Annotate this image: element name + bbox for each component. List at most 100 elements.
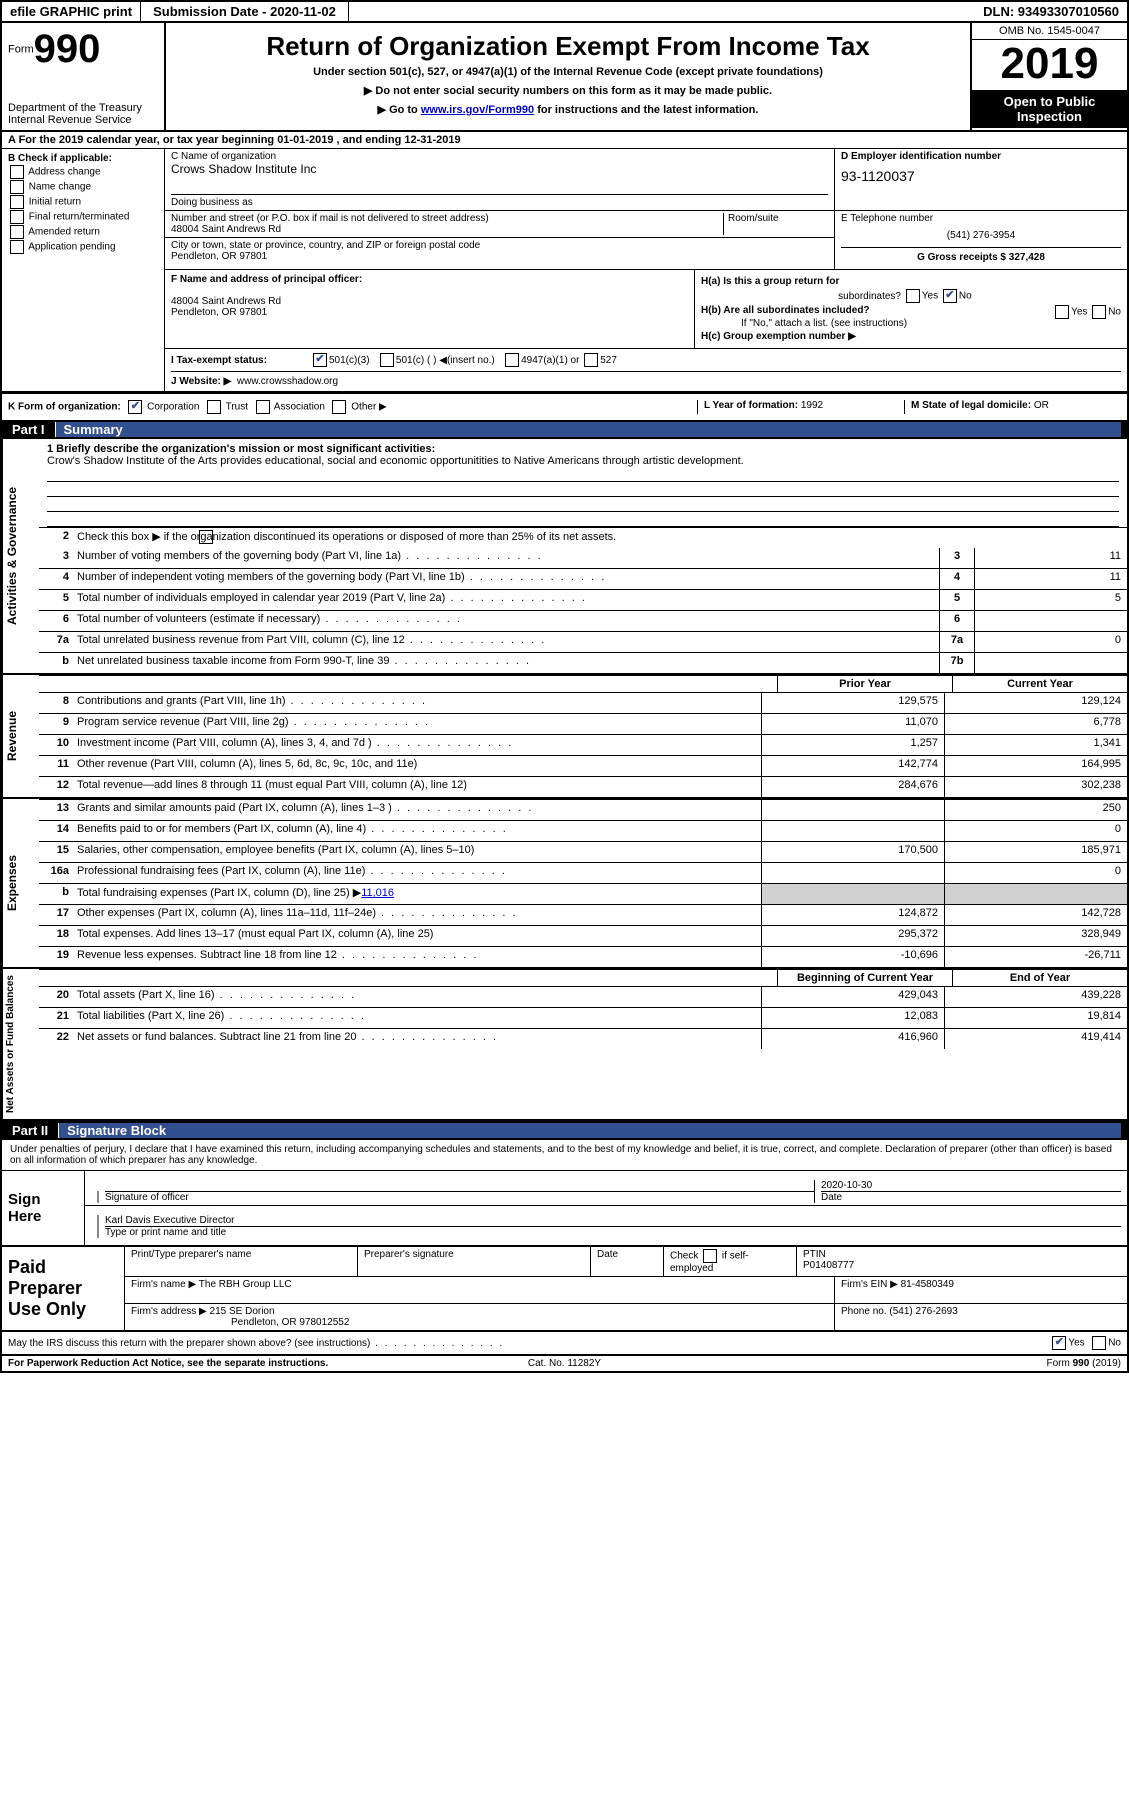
l2-text: Check this box ▶ if the organization dis…	[73, 528, 1127, 548]
line-18: 18 Total expenses. Add lines 13–17 (must…	[39, 925, 1127, 946]
prep-name-header: Print/Type preparer's name	[125, 1247, 358, 1276]
irs-label: Internal Revenue Service	[8, 114, 158, 126]
chk-final[interactable]: Final return/terminated	[8, 210, 158, 224]
l17-text: Other expenses (Part IX, column (A), lin…	[73, 905, 761, 925]
irs-link[interactable]: www.irs.gov/Form990	[421, 104, 534, 116]
l5-box: 5	[939, 590, 974, 610]
header-right: OMB No. 1545-0047 2019 Open to Public In…	[970, 23, 1127, 130]
l17-current: 142,728	[944, 905, 1127, 925]
line-14: 14 Benefits paid to or for members (Part…	[39, 820, 1127, 841]
l16b-a: Total fundraising expenses (Part IX, col…	[77, 887, 361, 899]
hb-no[interactable]	[1092, 305, 1106, 319]
chk-4947[interactable]	[505, 353, 519, 367]
l18-num: 18	[39, 926, 73, 946]
chk-501c[interactable]	[380, 353, 394, 367]
part-ii-header: Part II Signature Block	[2, 1121, 1127, 1140]
opt-amended: Amended return	[28, 227, 100, 238]
chk-corp[interactable]	[128, 400, 142, 414]
l7a-text: Total unrelated business revenue from Pa…	[73, 632, 939, 652]
box-d: D Employer identification number 93-1120…	[834, 149, 1127, 210]
line-1: 1 Briefly describe the organization's mi…	[39, 439, 1127, 467]
l1-text: Crow's Shadow Institute of the Arts prov…	[47, 455, 744, 467]
l19-num: 19	[39, 947, 73, 967]
efile-label: efile GRAPHIC print	[2, 2, 140, 21]
l14-prior	[761, 821, 944, 841]
l7b-val	[974, 653, 1127, 673]
chk-self-emp[interactable]	[703, 1249, 717, 1263]
ha-yes[interactable]	[906, 289, 920, 303]
l5-text: Total number of individuals employed in …	[73, 590, 939, 610]
chk-other[interactable]	[332, 400, 346, 414]
l10-current: 1,341	[944, 735, 1127, 755]
discuss-no[interactable]	[1092, 1336, 1106, 1350]
line-16a: 16a Professional fundraising fees (Part …	[39, 862, 1127, 883]
chk-assoc[interactable]	[256, 400, 270, 414]
line-10: 10 Investment income (Part VIII, column …	[39, 734, 1127, 755]
l6-num: 6	[39, 611, 73, 631]
chk-amended[interactable]: Amended return	[8, 225, 158, 239]
l21-end: 19,814	[944, 1008, 1127, 1028]
l20-num: 20	[39, 987, 73, 1007]
chk-pending[interactable]: Application pending	[8, 240, 158, 254]
chk-trust[interactable]	[207, 400, 221, 414]
l13-current: 250	[944, 800, 1127, 820]
l1-label: 1 Briefly describe the organization's mi…	[47, 443, 435, 455]
dept-treasury: Department of the Treasury	[8, 102, 158, 114]
discuss-yes[interactable]	[1052, 1336, 1066, 1350]
firm-name-label: Firm's name ▶	[131, 1279, 196, 1290]
goto-prefix: ▶ Go to	[378, 104, 421, 116]
l4-box: 4	[939, 569, 974, 589]
l13-prior	[761, 800, 944, 820]
line-12: 12 Total revenue—add lines 8 through 11 …	[39, 776, 1127, 797]
line-16b: b Total fundraising expenses (Part IX, c…	[39, 883, 1127, 904]
l6-val	[974, 611, 1127, 631]
end-header: End of Year	[952, 970, 1127, 986]
officer-sig[interactable]: Signature of officer	[97, 1191, 814, 1203]
line-19: 19 Revenue less expenses. Subtract line …	[39, 946, 1127, 967]
chk-name-change[interactable]: Name change	[8, 180, 158, 194]
chk-501c3[interactable]	[313, 353, 327, 367]
line-7b: b Net unrelated business taxable income …	[39, 652, 1127, 673]
box-c-to-h: C Name of organization Crows Shadow Inst…	[165, 149, 1127, 391]
f-h-block: F Name and address of principal officer:…	[165, 270, 1127, 348]
line-13: 13 Grants and similar amounts paid (Part…	[39, 799, 1127, 820]
box-k-l-m: K Form of organization: Corporation Trus…	[2, 393, 1127, 420]
opt-final: Final return/terminated	[29, 212, 130, 223]
col-headers-2: Beginning of Current Year End of Year	[39, 969, 1127, 986]
l8-num: 8	[39, 693, 73, 713]
ha-no[interactable]	[943, 289, 957, 303]
o-501c: 501(c) ( ) ◀(insert no.)	[396, 355, 495, 366]
l8-current: 129,124	[944, 693, 1127, 713]
l13-num: 13	[39, 800, 73, 820]
hb-yes[interactable]	[1055, 305, 1069, 319]
sign-fields: Signature of officer 2020-10-30 Date Kar…	[85, 1171, 1127, 1245]
j-label: J Website: ▶	[171, 376, 231, 387]
hb-yes-label: Yes	[1071, 307, 1087, 318]
chk-address-change[interactable]: Address change	[8, 165, 158, 179]
prep-fields: Print/Type preparer's name Preparer's si…	[125, 1247, 1127, 1330]
o-other: Other ▶	[351, 402, 386, 413]
col-headers: Prior Year Current Year	[39, 675, 1127, 692]
k-label: K Form of organization:	[8, 402, 121, 413]
header-center: Return of Organization Exempt From Incom…	[166, 23, 970, 130]
sign-here-label: Sign Here	[2, 1171, 85, 1245]
l14-num: 14	[39, 821, 73, 841]
chk-527[interactable]	[584, 353, 598, 367]
part-i-label: Part I	[8, 422, 56, 437]
revenue-body: Prior Year Current Year 8 Contributions …	[39, 675, 1127, 797]
firm-addr-row: Firm's address ▶ 215 SE Dorion Pendleton…	[125, 1304, 1127, 1330]
box-m: M State of legal domicile: OR	[904, 400, 1121, 414]
l3-text: Number of voting members of the governin…	[73, 548, 939, 568]
goto-note: ▶ Go to www.irs.gov/Form990 for instruct…	[174, 103, 962, 116]
tax-year: 2019	[972, 40, 1127, 90]
ptin-value: P01408777	[803, 1260, 854, 1271]
line-4: 4 Number of independent voting members o…	[39, 568, 1127, 589]
part-i-title: Summary	[56, 422, 1121, 437]
box-f: F Name and address of principal officer:…	[165, 270, 695, 348]
chk-initial[interactable]: Initial return	[8, 195, 158, 209]
l7a-num: 7a	[39, 632, 73, 652]
l16b-link[interactable]: 11,016	[361, 887, 394, 899]
box-i: I Tax-exempt status: 501(c)(3) 501(c) ( …	[171, 353, 1121, 371]
l22-text: Net assets or fund balances. Subtract li…	[73, 1029, 761, 1049]
chk-discontinued[interactable]	[199, 530, 213, 544]
